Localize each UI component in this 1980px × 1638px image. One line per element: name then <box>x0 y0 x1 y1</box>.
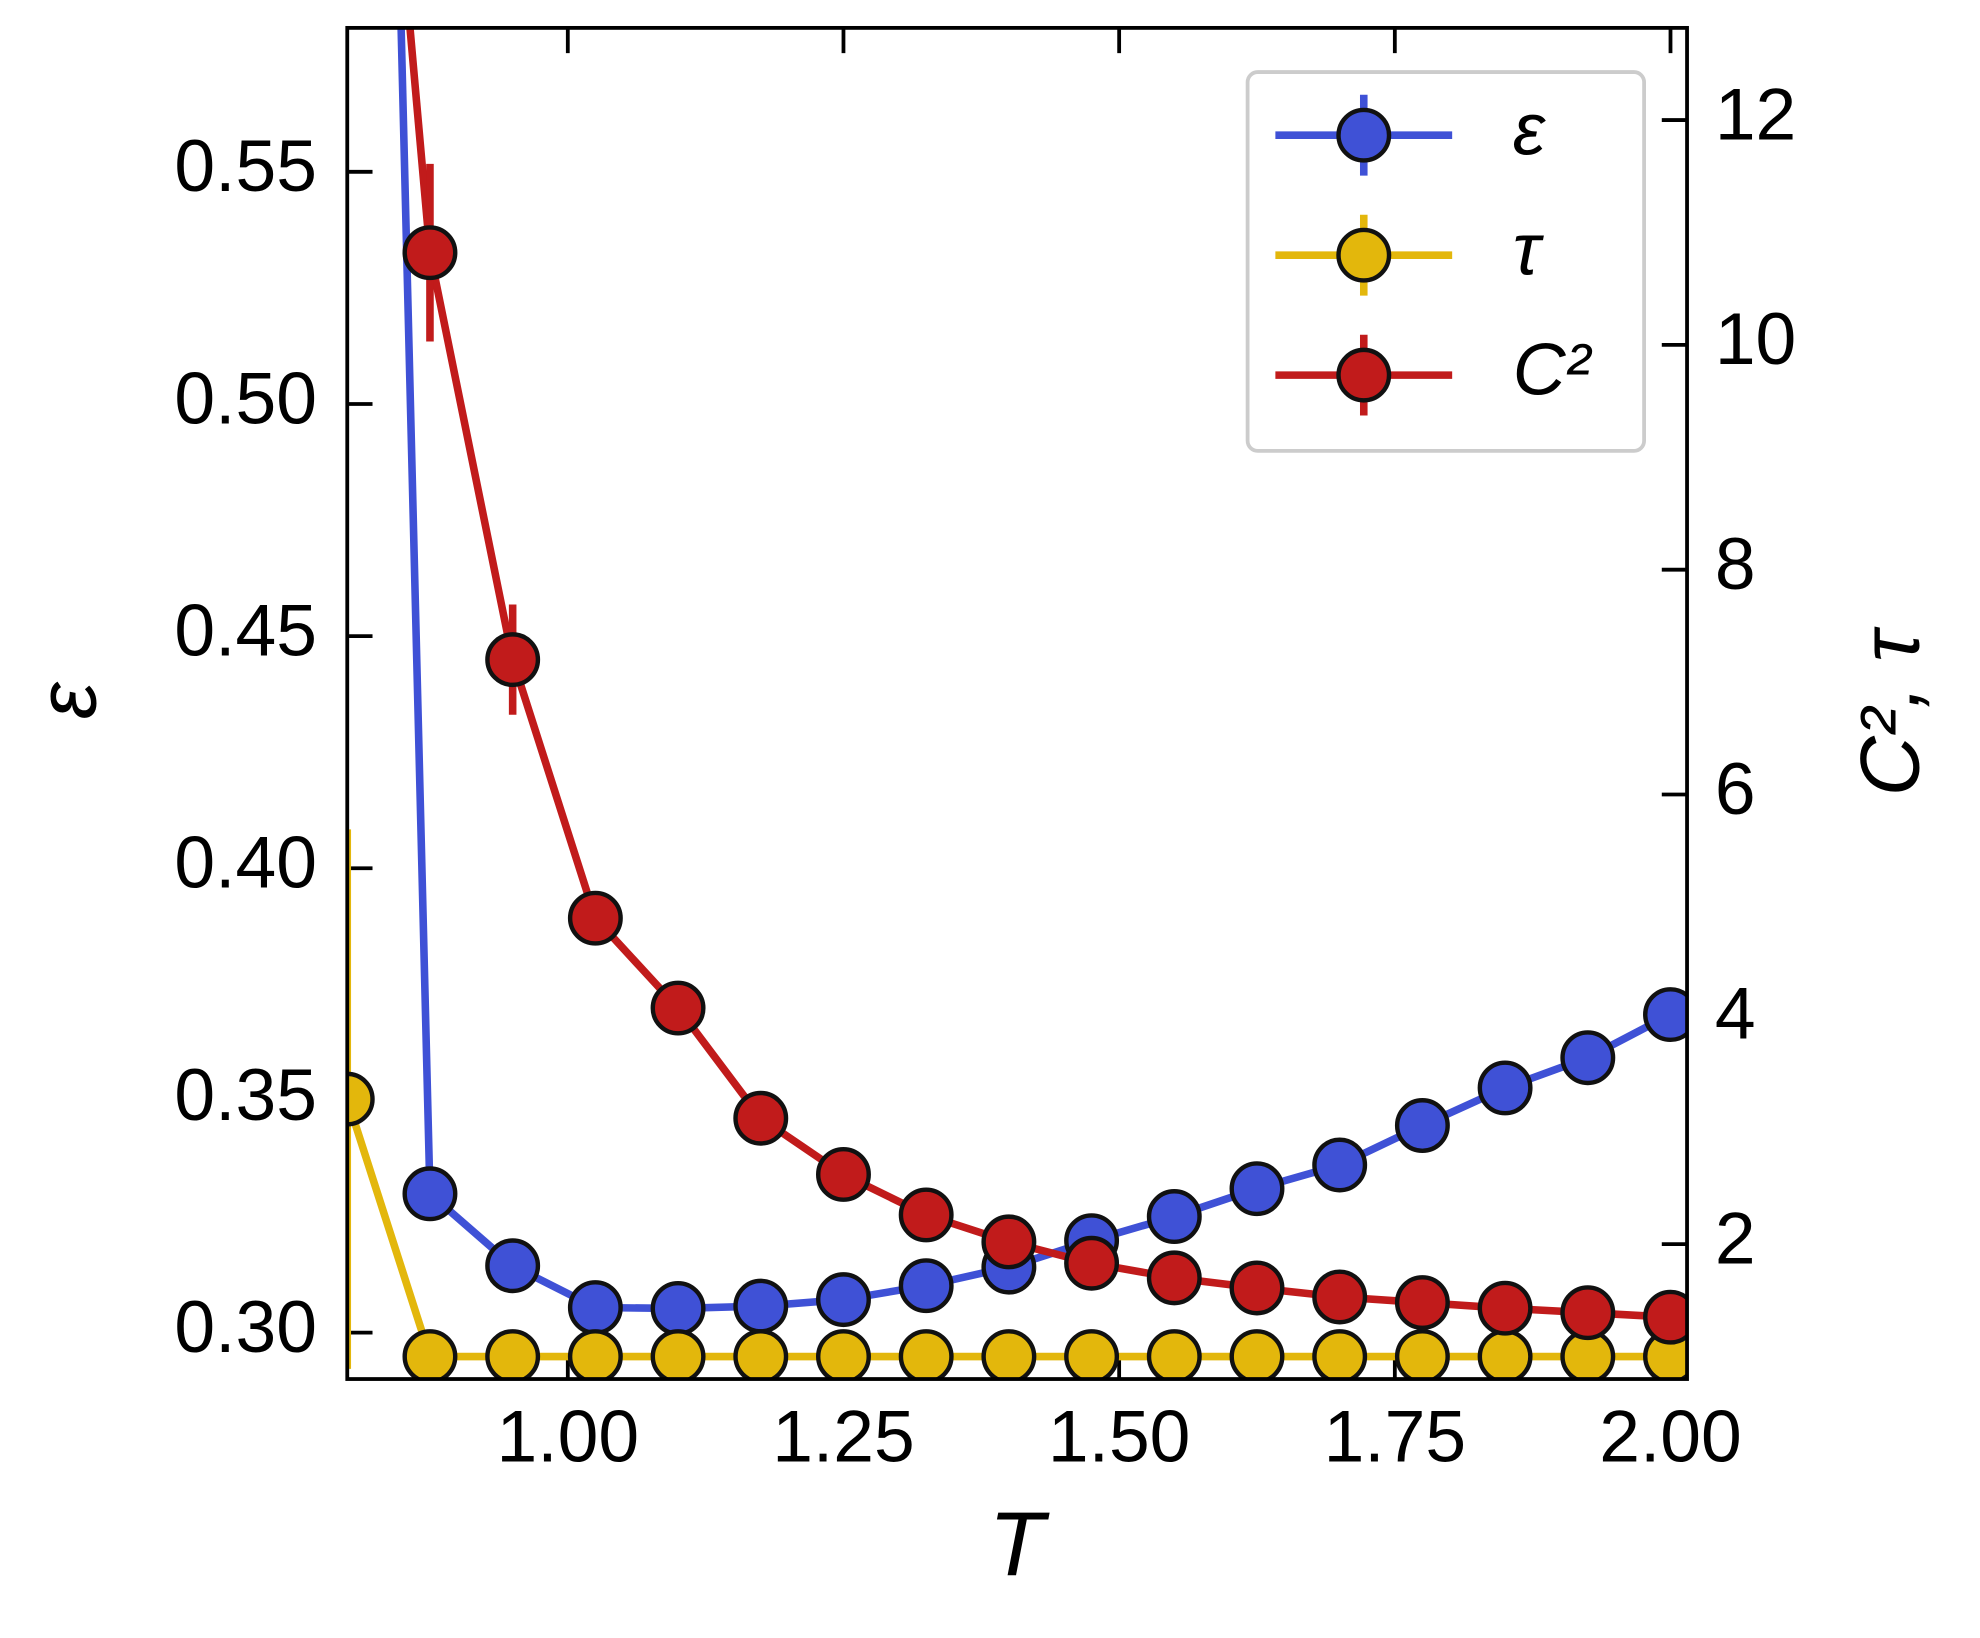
legend-marker <box>1336 107 1392 163</box>
marker <box>1064 1329 1120 1380</box>
y-axis-label: ε <box>20 681 113 719</box>
legend-marker <box>1336 347 1392 403</box>
marker <box>1229 1329 1285 1380</box>
marker <box>1560 1285 1616 1341</box>
legend: ετ C² <box>1245 70 1647 453</box>
y2-tick-label: 10 <box>1715 298 1796 380</box>
marker <box>1229 1260 1285 1316</box>
y-tick-label: 0.35 <box>174 1054 317 1136</box>
marker <box>1477 1280 1533 1336</box>
marker <box>898 1187 954 1243</box>
legend-label: ε <box>1513 89 1547 171</box>
marker <box>981 1214 1037 1270</box>
x-tick-label: 1.75 <box>1324 1396 1467 1478</box>
marker <box>1146 1189 1202 1244</box>
y-tick-label: 0.50 <box>174 357 317 439</box>
legend-label: C² <box>1513 328 1593 410</box>
y2-tick-label: 2 <box>1715 1197 1756 1279</box>
x-tick-label: 1.00 <box>497 1396 640 1478</box>
legend-marker <box>1336 227 1392 283</box>
marker <box>567 1329 623 1380</box>
marker <box>1394 1098 1450 1153</box>
marker <box>567 890 623 946</box>
marker <box>733 1090 789 1146</box>
x-axis-label: T <box>989 1494 1050 1595</box>
marker <box>733 1329 789 1380</box>
marker <box>650 1280 706 1336</box>
marker <box>567 1280 623 1335</box>
y-tick-label: 0.45 <box>174 589 317 671</box>
legend-label: τ <box>1513 209 1545 291</box>
plot-area <box>347 27 1688 1380</box>
y2-axis-label: C², τ <box>1844 626 1937 796</box>
marker <box>1643 987 1688 1043</box>
marker <box>1560 1030 1616 1086</box>
marker <box>1477 1329 1533 1380</box>
marker <box>1146 1250 1202 1306</box>
marker <box>402 1166 458 1222</box>
marker <box>1643 1289 1688 1345</box>
marker <box>347 1071 375 1127</box>
marker <box>816 1329 871 1380</box>
marker <box>1394 1275 1450 1331</box>
x-tick-label: 2.00 <box>1599 1396 1742 1478</box>
marker <box>402 1329 458 1380</box>
marker <box>1229 1161 1285 1217</box>
plot-frame <box>345 25 1689 1381</box>
marker <box>1394 1329 1450 1380</box>
x-tick-label: 1.25 <box>772 1396 915 1478</box>
y2-tick-label: 12 <box>1715 73 1796 155</box>
marker <box>402 225 458 281</box>
marker <box>1312 1269 1368 1325</box>
marker <box>898 1258 954 1314</box>
marker <box>1477 1060 1533 1116</box>
y-tick-label: 0.55 <box>174 125 317 207</box>
marker <box>1146 1329 1202 1380</box>
marker <box>981 1329 1037 1380</box>
marker <box>733 1278 789 1334</box>
marker <box>816 1146 871 1202</box>
marker <box>650 1329 706 1380</box>
y-tick-label: 0.40 <box>174 822 317 904</box>
marker <box>650 980 706 1036</box>
y2-tick-label: 8 <box>1715 523 1756 605</box>
marker <box>898 1329 954 1380</box>
x-tick-label: 1.50 <box>1048 1396 1191 1478</box>
marker <box>1312 1137 1368 1193</box>
marker <box>485 632 541 688</box>
marker <box>1064 1235 1120 1291</box>
y2-tick-label: 6 <box>1715 748 1756 830</box>
y-tick-label: 0.30 <box>174 1286 317 1368</box>
marker <box>816 1272 871 1328</box>
y2-tick-label: 4 <box>1715 973 1756 1055</box>
marker <box>485 1238 541 1294</box>
marker <box>485 1329 541 1380</box>
marker <box>1312 1329 1368 1380</box>
